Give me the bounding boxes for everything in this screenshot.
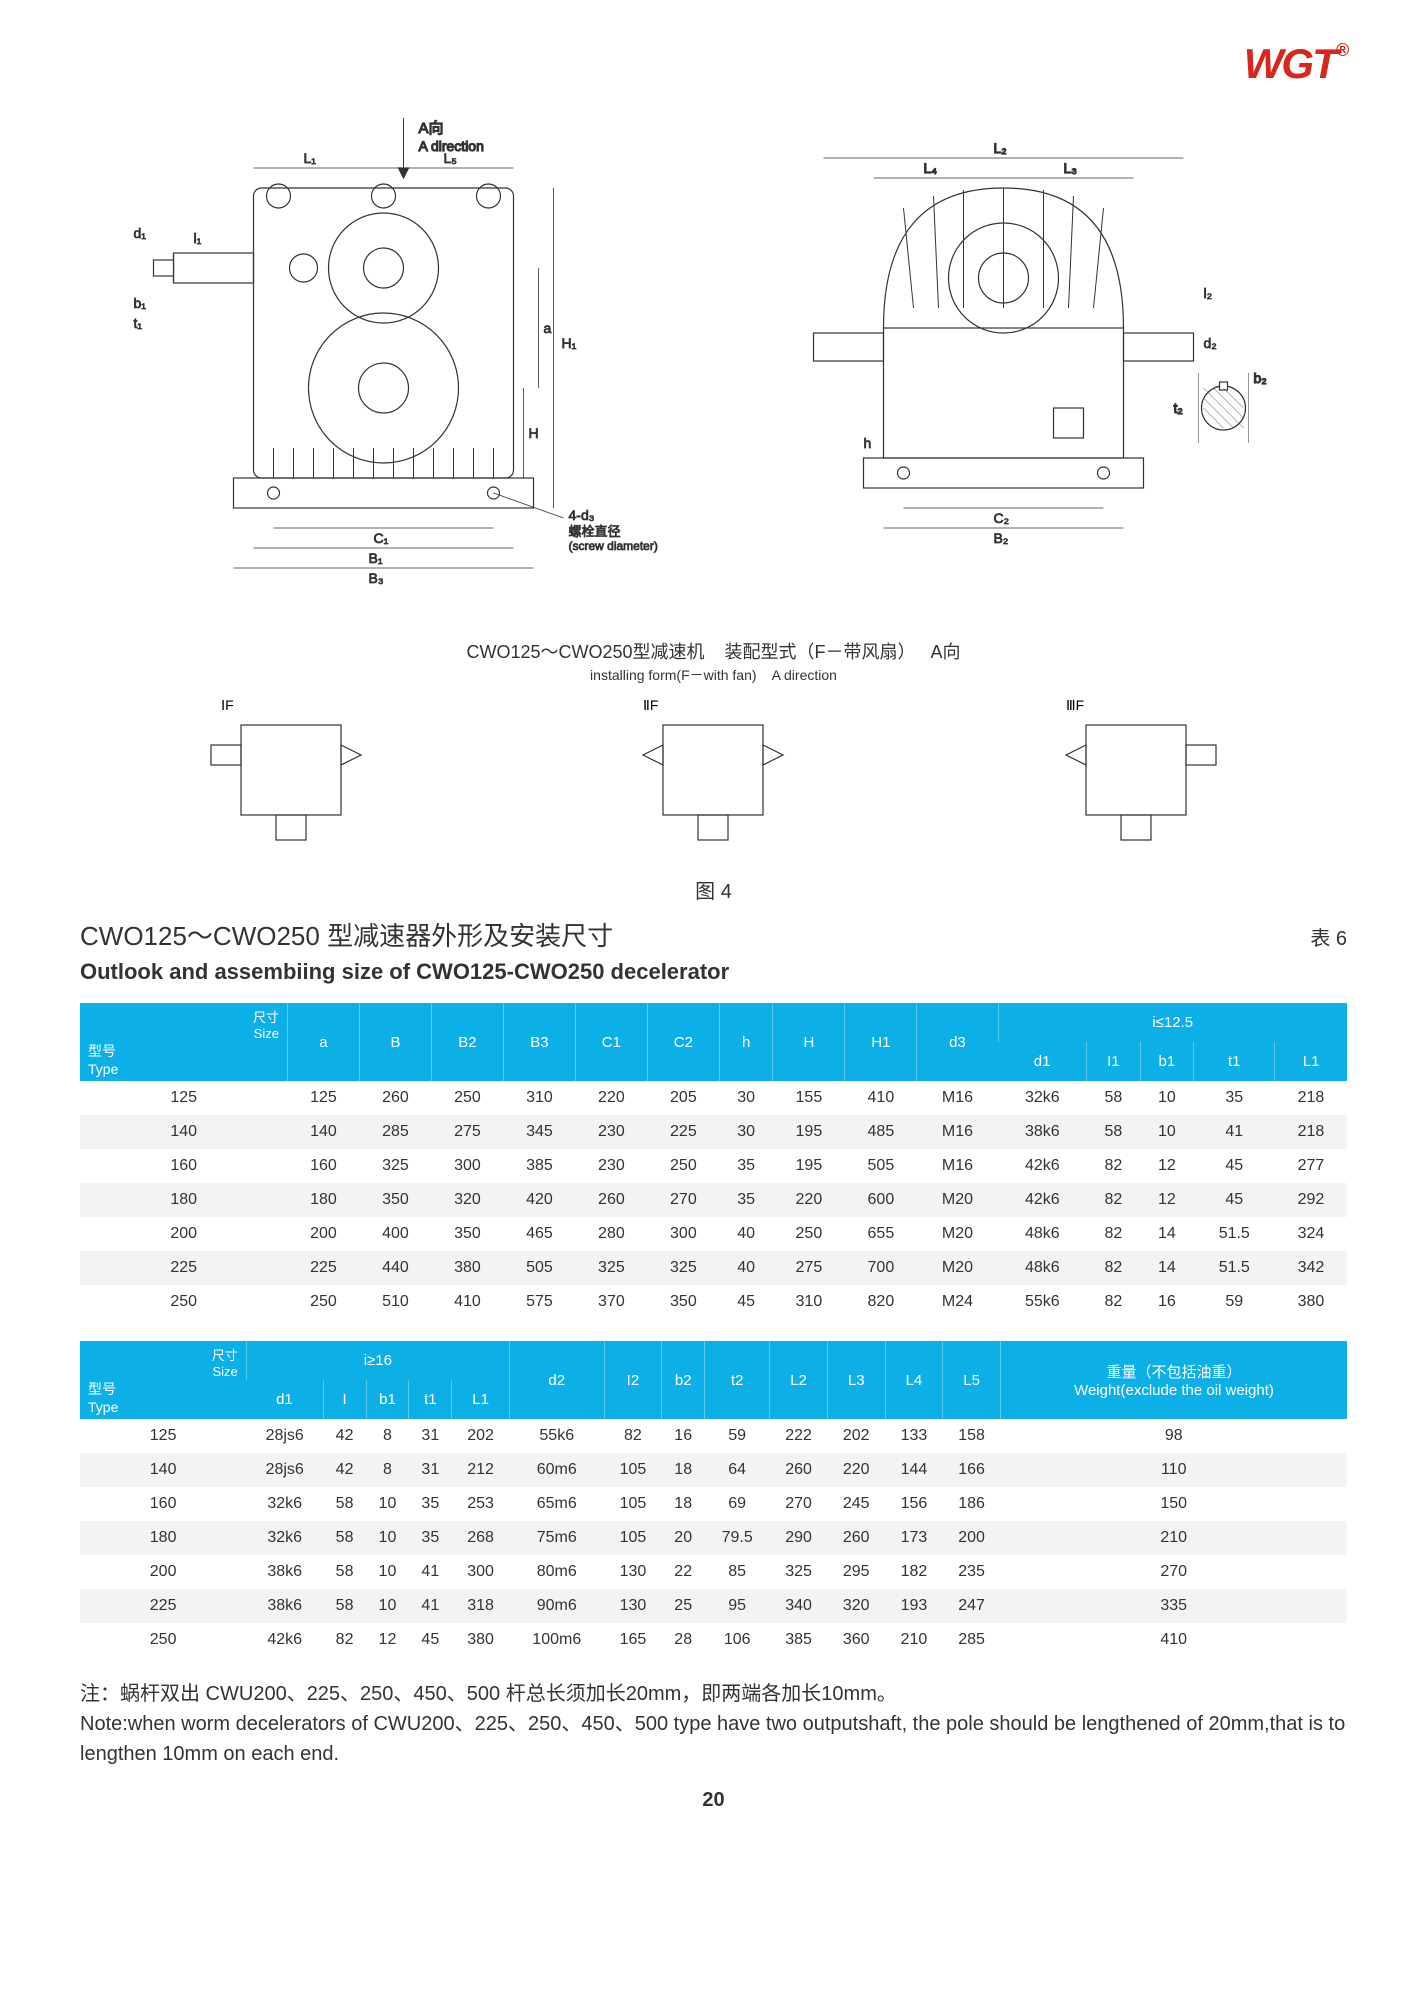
svg-text:H: H — [529, 425, 539, 441]
svg-text:L₅: L₅ — [444, 150, 457, 166]
table-row: 20020040035046528030040250655M2048k68214… — [80, 1217, 1347, 1251]
svg-text:L₁: L₁ — [304, 150, 317, 166]
table-row: 12512526025031022020530155410M1632k65810… — [80, 1081, 1347, 1115]
dimensions-table-2: 尺寸Size 型号Type i≥16 d2 I2 b2 t2 L2 L3 L4 … — [80, 1341, 1347, 1657]
table-row: 25025051041057537035045310820M2455k68216… — [80, 1285, 1347, 1319]
table-row: 25042k6821245380100m61652810638536021028… — [80, 1623, 1347, 1657]
svg-text:ⅢF: ⅢF — [1066, 697, 1084, 713]
dimensions-table-1: 尺寸Size 型号Type a B B2 B3 C1 C2 h H H1 d3 … — [80, 1003, 1347, 1319]
svg-text:l₂: l₂ — [1204, 285, 1213, 301]
table1-type-header: 尺寸Size 型号Type — [80, 1003, 287, 1081]
table-row: 16032k658103525365m610518692702451561861… — [80, 1487, 1347, 1521]
table-row: 22522544038050532532540275700M2048k68214… — [80, 1251, 1347, 1285]
title-cn: CWO125～CWO250 型减速器外形及安装尺寸 — [80, 916, 613, 953]
svg-text:d₂: d₂ — [1204, 335, 1217, 351]
svg-text:L₂: L₂ — [994, 140, 1007, 156]
weight-header: 重量（不包括油重）Weight(exclude the oil weight) — [1000, 1341, 1347, 1419]
form-2-diagram: ⅡF — [613, 695, 813, 855]
installing-form-diagrams: ⅠF ⅡF ⅢF — [80, 695, 1347, 855]
svg-text:L₃: L₃ — [1064, 160, 1078, 176]
svg-text:螺栓直径: 螺栓直径 — [569, 524, 621, 539]
figure-label: 图 4 — [80, 875, 1347, 904]
title-en: Outlook and assembiing size of CWO125-CW… — [80, 959, 1347, 985]
svg-text:C₂: C₂ — [994, 510, 1010, 526]
form-3-diagram: ⅢF — [1036, 695, 1236, 855]
svg-text:t₁: t₁ — [134, 315, 143, 331]
table-row: 22538k658104131890m613025953403201932473… — [80, 1589, 1347, 1623]
svg-text:H₁: H₁ — [562, 335, 577, 351]
table-row: 20038k658104130080m613022853252951822352… — [80, 1555, 1347, 1589]
svg-text:C₁: C₁ — [374, 530, 389, 546]
table-row: 14028js64283121260m610518642602201441661… — [80, 1453, 1347, 1487]
svg-text:B₁: B₁ — [369, 550, 383, 566]
svg-text:4-d₃: 4-d₃ — [569, 507, 595, 523]
a-direction-label-cn: A向 — [419, 120, 444, 137]
form-1-diagram: ⅠF — [191, 695, 391, 855]
svg-text:d₁: d₁ — [134, 225, 147, 241]
table-row: 16016032530038523025035195505M1642k68212… — [80, 1149, 1347, 1183]
svg-text:h: h — [864, 435, 872, 451]
svg-text:ⅡF: ⅡF — [643, 697, 658, 713]
table-row: 18032k658103526875m61052079.529026017320… — [80, 1521, 1347, 1555]
footnote: 注：蜗杆双出 CWU200、225、250、450、500 杆总长须加长20mm… — [80, 1679, 1347, 1769]
table-row: 14014028527534523022530195485M1638k65810… — [80, 1115, 1347, 1149]
mid-caption: CWO125～CWO250型减速机 装配型式（F－带风扇） A向 install… — [80, 638, 1347, 685]
svg-text:L₄: L₄ — [924, 160, 938, 176]
svg-text:B₂: B₂ — [994, 530, 1009, 546]
svg-text:a: a — [544, 320, 552, 336]
brand-logo: WGT® — [80, 40, 1347, 88]
technical-drawing-main: A向 A direction — [80, 98, 1347, 618]
svg-text:b₂: b₂ — [1254, 370, 1267, 386]
table-row: 18018035032042026027035220600M2042k68212… — [80, 1183, 1347, 1217]
svg-text:l₁: l₁ — [194, 230, 202, 246]
svg-text:b₁: b₁ — [134, 295, 147, 311]
table-row: 12528js64283120255k682165922220213315898 — [80, 1419, 1347, 1453]
svg-text:B₃: B₃ — [369, 570, 384, 586]
table-label: 表 6 — [1310, 922, 1347, 951]
svg-text:t₂: t₂ — [1174, 400, 1183, 416]
svg-text:(screw diameter): (screw diameter) — [569, 539, 658, 553]
table2-type-header: 尺寸Size 型号Type — [80, 1341, 246, 1419]
page-number: 20 — [80, 1789, 1347, 1812]
svg-text:ⅠF: ⅠF — [221, 697, 234, 713]
